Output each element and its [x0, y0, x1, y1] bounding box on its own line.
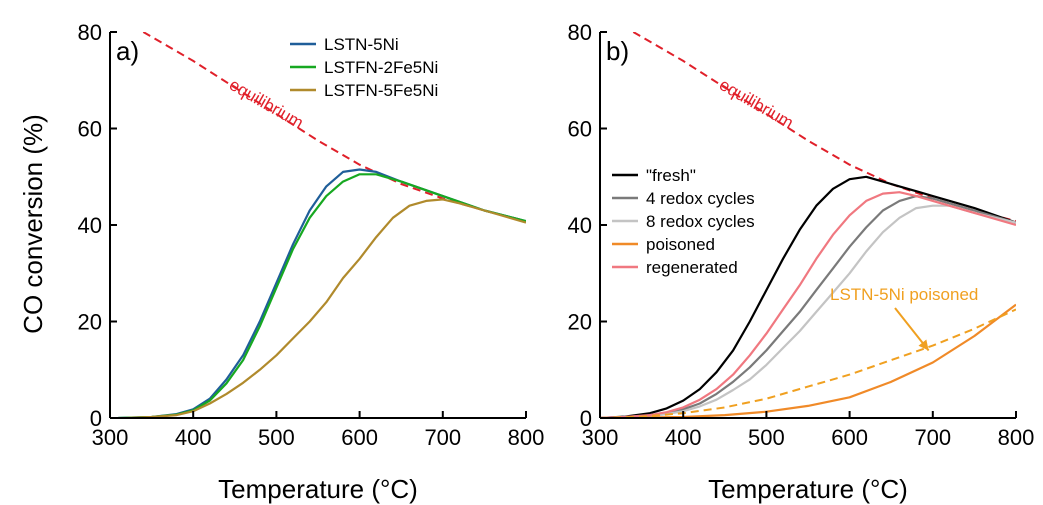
y-tick-label: 0	[580, 406, 592, 431]
y-tick-label: 60	[568, 117, 592, 142]
series-line-lstfn-5fe5ni	[126, 198, 526, 418]
legend-label: 8 redox cycles	[646, 212, 755, 231]
y-tick-label: 20	[78, 310, 102, 335]
x-tick-label: 600	[341, 425, 378, 450]
legend-label: poisoned	[646, 235, 715, 254]
legend-label: 4 redox cycles	[646, 189, 755, 208]
y-tick-label: 0	[90, 406, 102, 431]
legend-label: regenerated	[646, 258, 738, 277]
annotation-label: LSTN-5Ni poisoned	[830, 285, 978, 304]
y-tick-label: 40	[78, 213, 102, 238]
series-line-8-redox-cycles	[600, 204, 1016, 418]
x-tick-label: 800	[508, 425, 545, 450]
y-tick-label: 80	[568, 20, 592, 45]
y-tick-label: 20	[568, 310, 592, 335]
x-tick-label: 700	[424, 425, 461, 450]
x-tick-label: 400	[175, 425, 212, 450]
series-line-lstfn-2fe5ni	[118, 173, 526, 418]
series-line-lstn-5ni	[118, 168, 526, 418]
series-line-regenerated	[600, 191, 1016, 418]
series-line--fresh-	[600, 175, 1016, 418]
x-tick-label: 800	[998, 425, 1035, 450]
series-line-poisoned	[600, 303, 1016, 418]
legend-label: LSTFN-2Fe5Ni	[324, 58, 438, 77]
equilibrium-label: equilibrium	[226, 75, 307, 133]
x-tick-label: 500	[258, 425, 295, 450]
legend-label: "fresh"	[646, 166, 696, 185]
x-tick-label: 700	[914, 425, 951, 450]
x-tick-label: 300	[582, 425, 619, 450]
panel-b: 300 400 500 600 700 800 0 20 40 60 80 Temperature (…	[568, 20, 1035, 504]
legend-label: LSTN-5Ni	[324, 35, 399, 54]
annotation-arrowhead	[918, 339, 929, 351]
x-axis-title: Temperature (°C)	[708, 474, 908, 504]
y-axis-title: CO conversion (%)	[18, 114, 48, 334]
x-tick-label: 500	[748, 425, 785, 450]
legend-label: LSTFN-5Fe5Ni	[324, 81, 438, 100]
y-tick-label: 40	[568, 213, 592, 238]
panel-label: a)	[116, 36, 139, 66]
series-line-lstn-5ni-poisoned	[600, 308, 1016, 418]
panel-a: 300 400 500 600 700 800 0 20 40 60 80 Temperature (…	[78, 20, 545, 504]
x-tick-label: 300	[92, 425, 129, 450]
equilibrium-label: equilibrium	[716, 75, 797, 133]
x-axis-title: Temperature (°C)	[218, 474, 418, 504]
y-tick-label: 80	[78, 20, 102, 45]
y-tick-label: 60	[78, 117, 102, 142]
x-tick-label: 600	[831, 425, 868, 450]
x-tick-label: 400	[665, 425, 702, 450]
panel-label: b)	[606, 36, 629, 66]
